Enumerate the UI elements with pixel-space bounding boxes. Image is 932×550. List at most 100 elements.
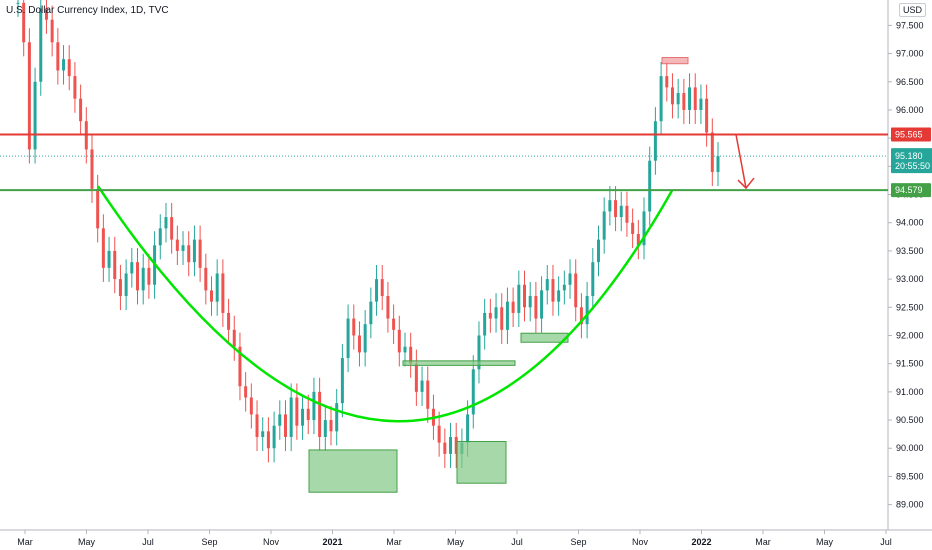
candle-body [449, 436, 453, 454]
candle-body [551, 279, 555, 302]
candle-body [631, 222, 635, 234]
candle-body [699, 98, 703, 110]
candle-body [27, 42, 31, 150]
candle-body [50, 19, 54, 43]
candle-body [232, 329, 236, 347]
candle-body [101, 228, 105, 268]
y-tick-label: 91.500 [896, 359, 924, 369]
candle-body [44, 8, 48, 20]
candle-body [306, 408, 310, 421]
candle-body [505, 301, 509, 330]
x-tick-label: 2022 [691, 537, 711, 547]
candle-body [397, 329, 401, 353]
support-label: 94.579 [895, 185, 923, 195]
candle-body [90, 149, 94, 189]
y-tick-label: 93.000 [896, 274, 924, 284]
candle-body [170, 217, 174, 240]
y-tick-label: 89.500 [896, 471, 924, 481]
candle-body [437, 425, 441, 443]
candle-body [147, 267, 151, 285]
breakout-zone [402, 360, 516, 366]
candle-body [682, 93, 686, 110]
candle-body [238, 346, 242, 387]
candle-body [39, 8, 43, 82]
y-tick-label: 94.000 [896, 218, 924, 228]
y-tick-label: 89.000 [896, 500, 924, 510]
candle-body [409, 346, 413, 364]
candle-body [665, 76, 669, 88]
candle-body [557, 290, 561, 302]
consolidation-zone [456, 440, 507, 484]
candle-body [477, 335, 481, 370]
currency-button[interactable]: USD [899, 3, 927, 17]
consolidation-zone [308, 449, 398, 493]
candle-body [414, 363, 418, 392]
cup-curve [96, 185, 674, 423]
candle-body [136, 262, 140, 291]
resistance-badge [891, 127, 931, 142]
candle-body [16, 2, 20, 4]
candle-body [215, 273, 219, 302]
x-tick-label: Nov [263, 537, 280, 547]
candle-body [56, 42, 60, 71]
candle-body [466, 414, 470, 443]
candle-body [471, 369, 475, 415]
support-badge [891, 183, 931, 198]
y-tick-label: 90.000 [896, 443, 924, 453]
candle-body [540, 290, 544, 319]
y-tick-label: 97.000 [896, 49, 924, 59]
x-tick-label: May [78, 537, 96, 547]
candle-body [67, 59, 71, 77]
x-tick-label: Mar [17, 537, 33, 547]
x-tick-label: Jul [880, 537, 892, 547]
candle-body [62, 59, 66, 71]
candle-body [636, 233, 640, 246]
candle-body [198, 239, 202, 268]
candle-body [124, 273, 128, 297]
candle-body [619, 205, 623, 218]
y-tick-label: 97.500 [896, 20, 924, 30]
candle-body [340, 358, 344, 404]
y-tick-label: 92.500 [896, 302, 924, 312]
x-tick-label: Sep [570, 537, 586, 547]
candle-body [295, 397, 299, 426]
candle-body [158, 228, 162, 246]
x-tick-label: Jul [511, 537, 523, 547]
candle-body [113, 250, 117, 280]
candle-body [221, 273, 225, 313]
candle-body [523, 284, 527, 308]
candle-body [653, 121, 657, 161]
candle-body [511, 301, 515, 313]
candle-body [670, 87, 674, 105]
candle-body [289, 397, 293, 437]
candle-body [363, 324, 367, 353]
candle-body [312, 391, 316, 421]
candle-body [329, 420, 333, 432]
candle-body [585, 296, 589, 325]
candle-body [79, 98, 83, 122]
candle-body [562, 284, 566, 291]
countdown-label: 20:55:50 [895, 161, 930, 171]
candle-body [614, 200, 618, 218]
candle-body [380, 279, 384, 297]
candle-body [266, 431, 270, 449]
candle-body [591, 262, 595, 297]
candle-body [596, 239, 600, 263]
candle-body [642, 211, 646, 246]
candle-body [204, 267, 208, 291]
candle-body [369, 301, 373, 325]
candle-body [283, 414, 287, 437]
candle-body [318, 391, 322, 437]
current-price-label: 95.180 [895, 151, 923, 161]
candle-body [96, 188, 100, 229]
y-tick-label: 91.000 [896, 387, 924, 397]
candle-body [22, 2, 26, 43]
candle-body [255, 414, 259, 437]
candle-body [181, 245, 185, 251]
candle-body [107, 250, 111, 268]
candle-body [625, 205, 629, 223]
candle-body [278, 414, 282, 426]
x-tick-label: Sep [201, 537, 217, 547]
candle-body [386, 296, 390, 319]
